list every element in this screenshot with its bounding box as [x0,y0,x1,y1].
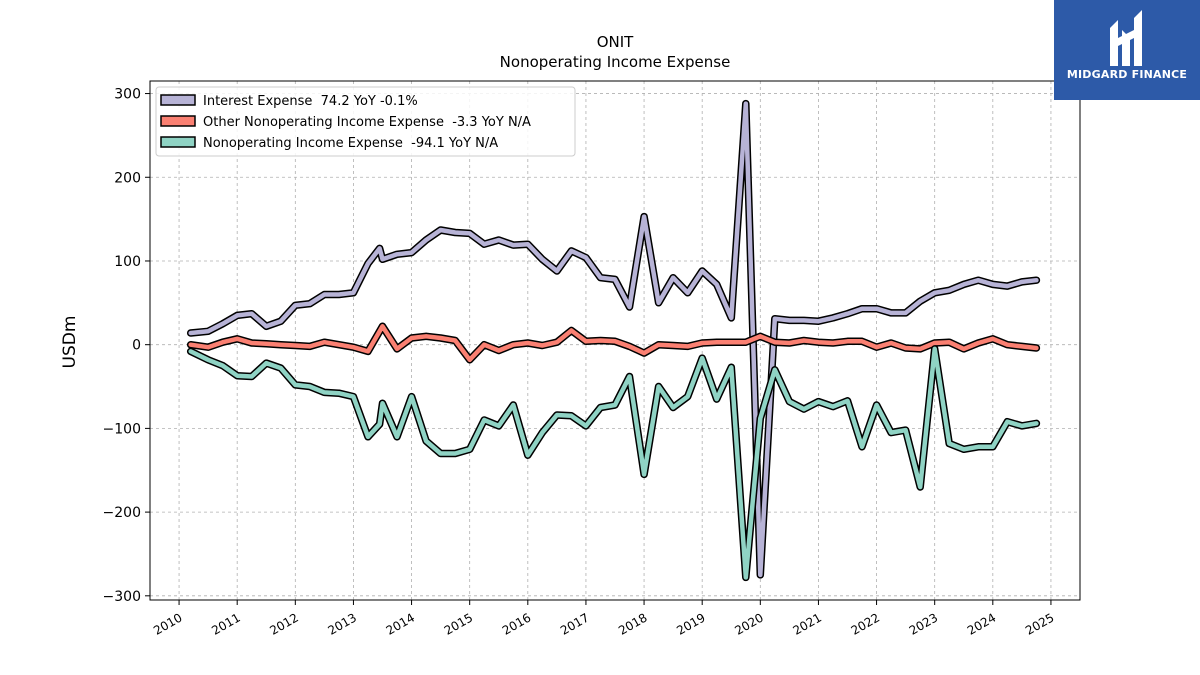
x-tick-label: 2018 [616,610,649,637]
legend-swatch-0 [160,94,196,106]
legend-label-1: Other Nonoperating Income Expense -3.3 Y… [203,115,531,130]
y-axis: 300 200 100 0 −100 −200 −300 [103,87,150,605]
legend-label-2: Nonoperating Income Expense -94.1 YoY N/… [203,136,498,151]
legend-label-0: Interest Expense 74.2 YoY -0.1% [203,94,418,109]
series-layer [186,99,1041,582]
legend-swatch-2 [160,136,196,148]
x-tick-label: 2017 [558,610,591,637]
chart-subtitle: Nonoperating Income Expense [500,53,731,71]
y-tick-label: −100 [103,421,141,437]
x-tick-label: 2011 [209,610,242,637]
legend-box [155,86,576,157]
y-tick-label: −200 [103,505,141,521]
y-tick-label: 300 [114,87,141,103]
y-tick-label: 200 [114,170,141,186]
chart-title: ONIT [597,33,634,51]
x-axis: 2010 2011 2012 2013 2014 2015 2016 2017 2018 2019… [151,600,1056,638]
series-outline-2 [186,345,1041,582]
x-tick-label: 2022 [849,610,882,637]
x-tick-label: 2010 [151,610,184,637]
x-tick-label: 2021 [790,610,823,637]
series-line-0 [188,101,1039,578]
legend: Interest Expense 74.2 YoY -0.1% Other Non… [155,86,576,157]
x-tick-label: 2019 [674,610,707,637]
series-line-1 [188,324,1039,363]
brand-name: MIDGARD FINANCE [1066,68,1188,81]
legend-swatch-1 [160,115,196,127]
x-tick-label: 2014 [384,610,417,637]
series-line-2 [188,346,1039,580]
y-tick-label: 0 [132,338,141,354]
brand-logo: MIDGARD FINANCE [1054,0,1200,100]
plot-frame [149,80,1081,601]
x-tick-label: 2025 [1023,610,1056,637]
y-tick-label: −300 [103,589,141,605]
x-tick-label: 2015 [442,610,475,637]
x-tick-label: 2016 [500,610,533,637]
x-tick-label: 2024 [965,610,998,637]
x-tick-label: 2023 [907,610,940,637]
x-tick-label: 2012 [267,610,300,637]
x-tick-label: 2013 [325,610,358,637]
y-axis-label: USDm [60,316,80,369]
x-tick-label: 2020 [732,610,765,637]
midgard-logo-icon [1110,10,1142,66]
y-tick-label: 100 [114,254,141,270]
